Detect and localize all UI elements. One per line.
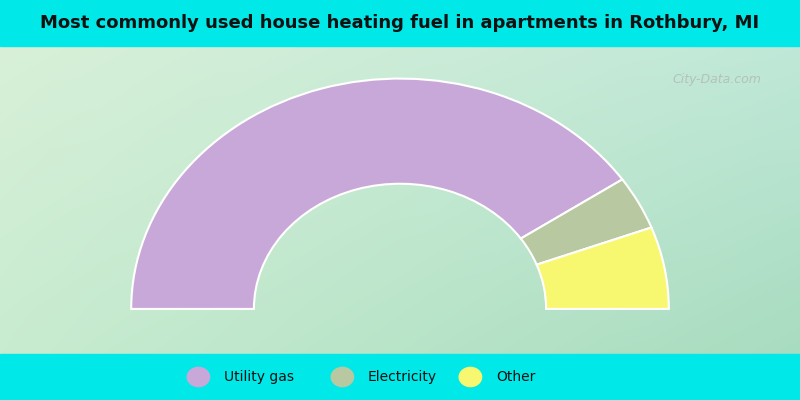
Ellipse shape [459, 367, 482, 386]
Ellipse shape [331, 367, 354, 386]
Wedge shape [131, 78, 622, 309]
Wedge shape [537, 228, 669, 309]
Ellipse shape [187, 367, 210, 386]
Text: Electricity: Electricity [368, 370, 437, 384]
Wedge shape [521, 180, 651, 265]
Bar [0, 0, 800, 46]
Text: City-Data.com: City-Data.com [672, 74, 761, 86]
Text: Utility gas: Utility gas [224, 370, 294, 384]
Text: Other: Other [496, 370, 535, 384]
Text: Most commonly used house heating fuel in apartments in Rothbury, MI: Most commonly used house heating fuel in… [41, 14, 759, 32]
Bar [0, 354, 800, 400]
